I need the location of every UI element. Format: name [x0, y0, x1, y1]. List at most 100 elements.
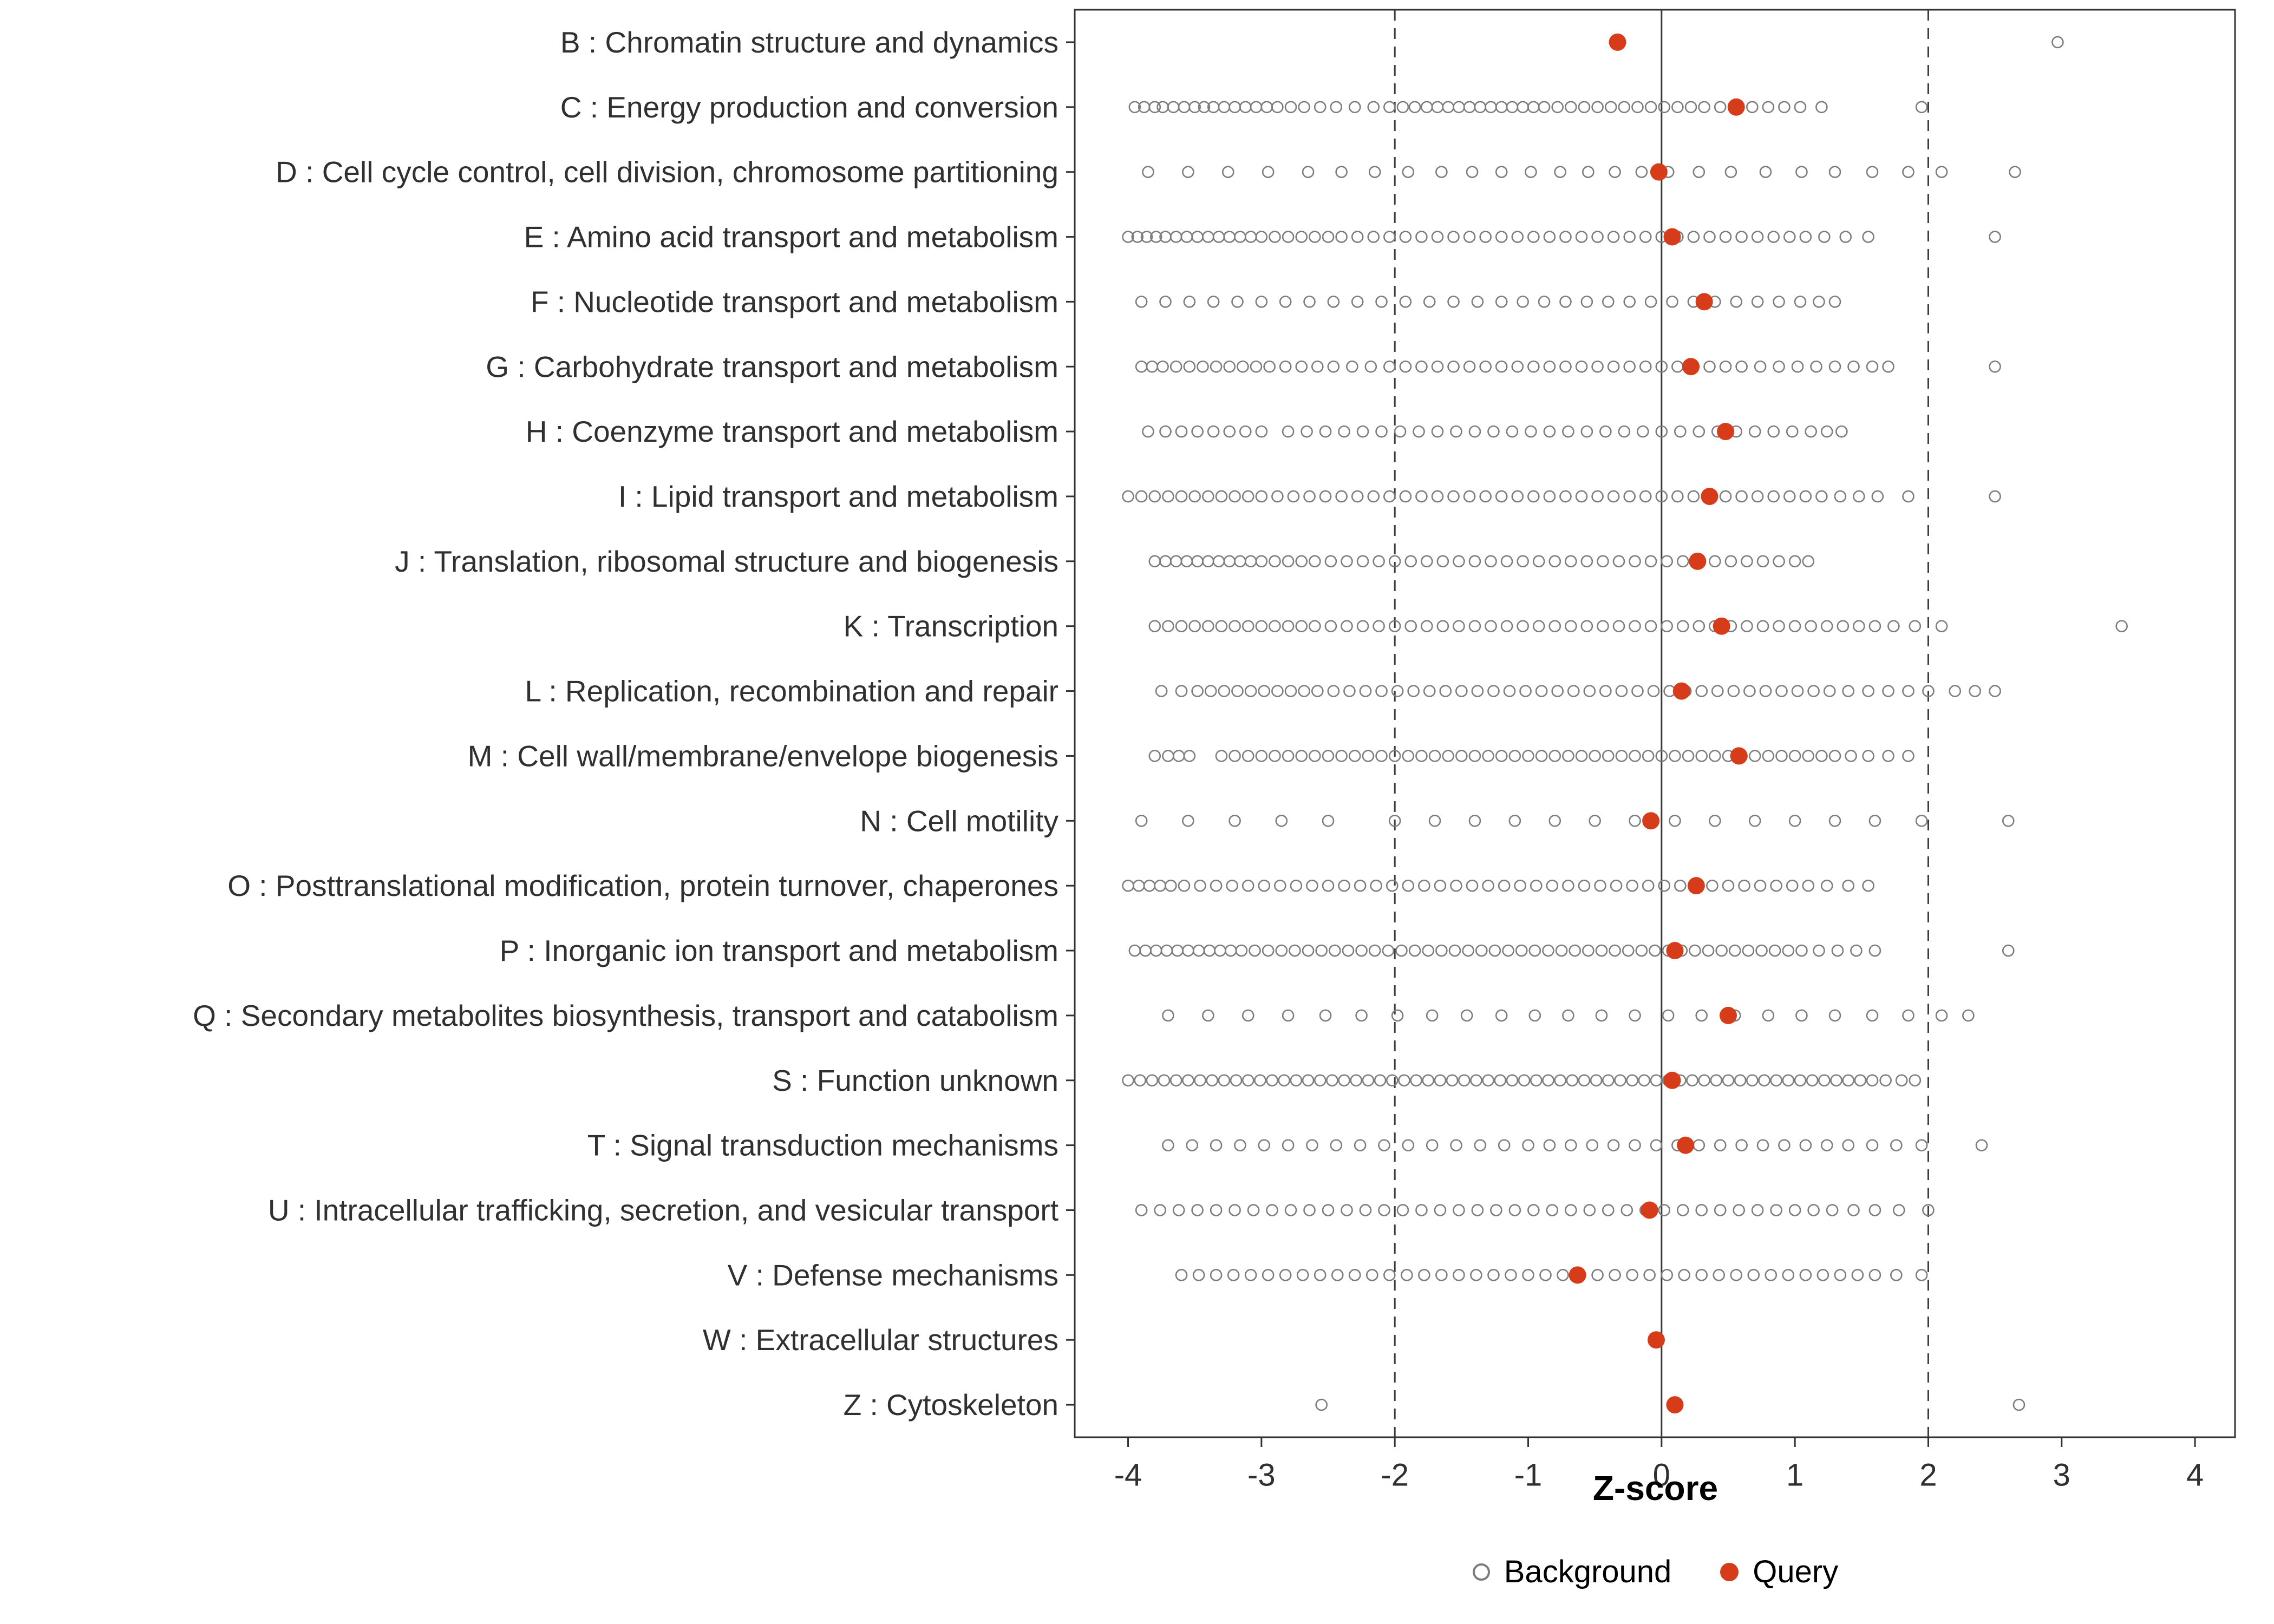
background-point: [1834, 1269, 1847, 1281]
background-point: [1915, 1269, 1928, 1281]
background-point: [1244, 1269, 1257, 1281]
background-point: [1194, 879, 1206, 892]
background-point: [1989, 490, 2001, 503]
background-point: [1735, 360, 1748, 373]
background-point: [1356, 620, 1369, 633]
background-point: [1149, 231, 1162, 243]
background-point: [1182, 1074, 1194, 1087]
background-point: [1686, 1074, 1698, 1087]
background-point: [1778, 101, 1791, 114]
background-point: [1580, 555, 1593, 568]
background-point: [1676, 620, 1689, 633]
background-point: [1422, 944, 1435, 957]
background-point: [1815, 750, 1828, 762]
background-point: [1862, 879, 1874, 892]
background-point: [1703, 360, 1716, 373]
background-point: [1548, 555, 1561, 568]
background-point: [1295, 620, 1308, 633]
background-point: [1207, 296, 1220, 308]
background-point: [1755, 944, 1768, 957]
background-point: [1902, 166, 1914, 178]
background-point: [1820, 879, 1833, 892]
background-point: [1868, 1269, 1881, 1281]
background-point: [1311, 360, 1324, 373]
background-point: [1250, 360, 1263, 373]
background-point: [1650, 1139, 1663, 1151]
background-point: [1295, 555, 1308, 568]
background-point: [1383, 490, 1396, 503]
background-point: [1495, 166, 1508, 178]
background-point: [1191, 685, 1204, 697]
background-point: [1402, 879, 1415, 892]
background-point: [1826, 1204, 1839, 1216]
background-point: [1548, 750, 1561, 762]
background-point: [1207, 425, 1220, 438]
background-point: [1565, 620, 1577, 633]
background-point: [1828, 814, 1841, 827]
background-point: [1468, 814, 1481, 827]
background-point: [1538, 296, 1551, 308]
background-point: [1226, 879, 1238, 892]
background-point: [1674, 425, 1687, 438]
x-axis-title: Z-score: [1592, 1469, 1718, 1508]
background-point: [1635, 944, 1648, 957]
background-point: [1367, 101, 1380, 114]
background-point: [1868, 1204, 1881, 1216]
background-point: [1494, 1074, 1507, 1087]
background-point: [1782, 944, 1795, 957]
background-point: [1748, 425, 1761, 438]
background-point: [1275, 814, 1288, 827]
query-point: [1666, 1396, 1684, 1414]
background-point: [1582, 166, 1595, 178]
background-point: [1485, 620, 1497, 633]
background-point: [1643, 1269, 1656, 1281]
background-point: [1388, 620, 1401, 633]
background-point: [1676, 1204, 1689, 1216]
background-point: [1335, 490, 1348, 503]
query-point: [1701, 487, 1718, 505]
background-point: [1751, 490, 1764, 503]
background-point: [1463, 490, 1476, 503]
background-point: [1658, 879, 1671, 892]
background-point: [1591, 231, 1604, 243]
x-tick-label: 2: [1919, 1458, 1937, 1493]
background-point: [1498, 1139, 1511, 1151]
background-point: [1368, 944, 1381, 957]
background-point: [1198, 101, 1211, 114]
query-point: [1717, 423, 1735, 441]
background-point: [1565, 1204, 1577, 1216]
background-point: [1639, 360, 1652, 373]
background-point: [1511, 490, 1524, 503]
background-point: [1188, 490, 1201, 503]
background-point: [1604, 101, 1617, 114]
background-point: [1284, 1204, 1297, 1216]
background-point: [1622, 944, 1635, 957]
background-point: [1306, 1139, 1318, 1151]
query-point: [1663, 228, 1681, 246]
background-point: [1296, 1269, 1309, 1281]
background-point: [1639, 490, 1652, 503]
background-point: [1915, 101, 1928, 114]
background-point: [1895, 1074, 1908, 1087]
y-axis-label: I : Lipid transport and metabolism: [618, 480, 1058, 513]
background-point: [1730, 1269, 1743, 1281]
background-point: [1802, 879, 1815, 892]
background-point: [1791, 360, 1804, 373]
background-point: [1669, 814, 1681, 827]
background-point: [1599, 425, 1612, 438]
background-point: [1773, 296, 1785, 308]
background-point: [1578, 1074, 1591, 1087]
background-point: [1565, 101, 1577, 114]
background-point: [1282, 1009, 1295, 1022]
background-point: [1655, 425, 1668, 438]
background-point: [1284, 685, 1297, 697]
background-point: [1258, 1139, 1271, 1151]
background-point: [1580, 425, 1593, 438]
background-point: [1262, 1269, 1275, 1281]
background-point: [1557, 1269, 1569, 1281]
background-point: [1505, 1269, 1517, 1281]
background-point: [1528, 944, 1541, 957]
background-point: [1782, 1074, 1795, 1087]
background-point: [1420, 555, 1433, 568]
background-point: [1460, 1009, 1473, 1022]
